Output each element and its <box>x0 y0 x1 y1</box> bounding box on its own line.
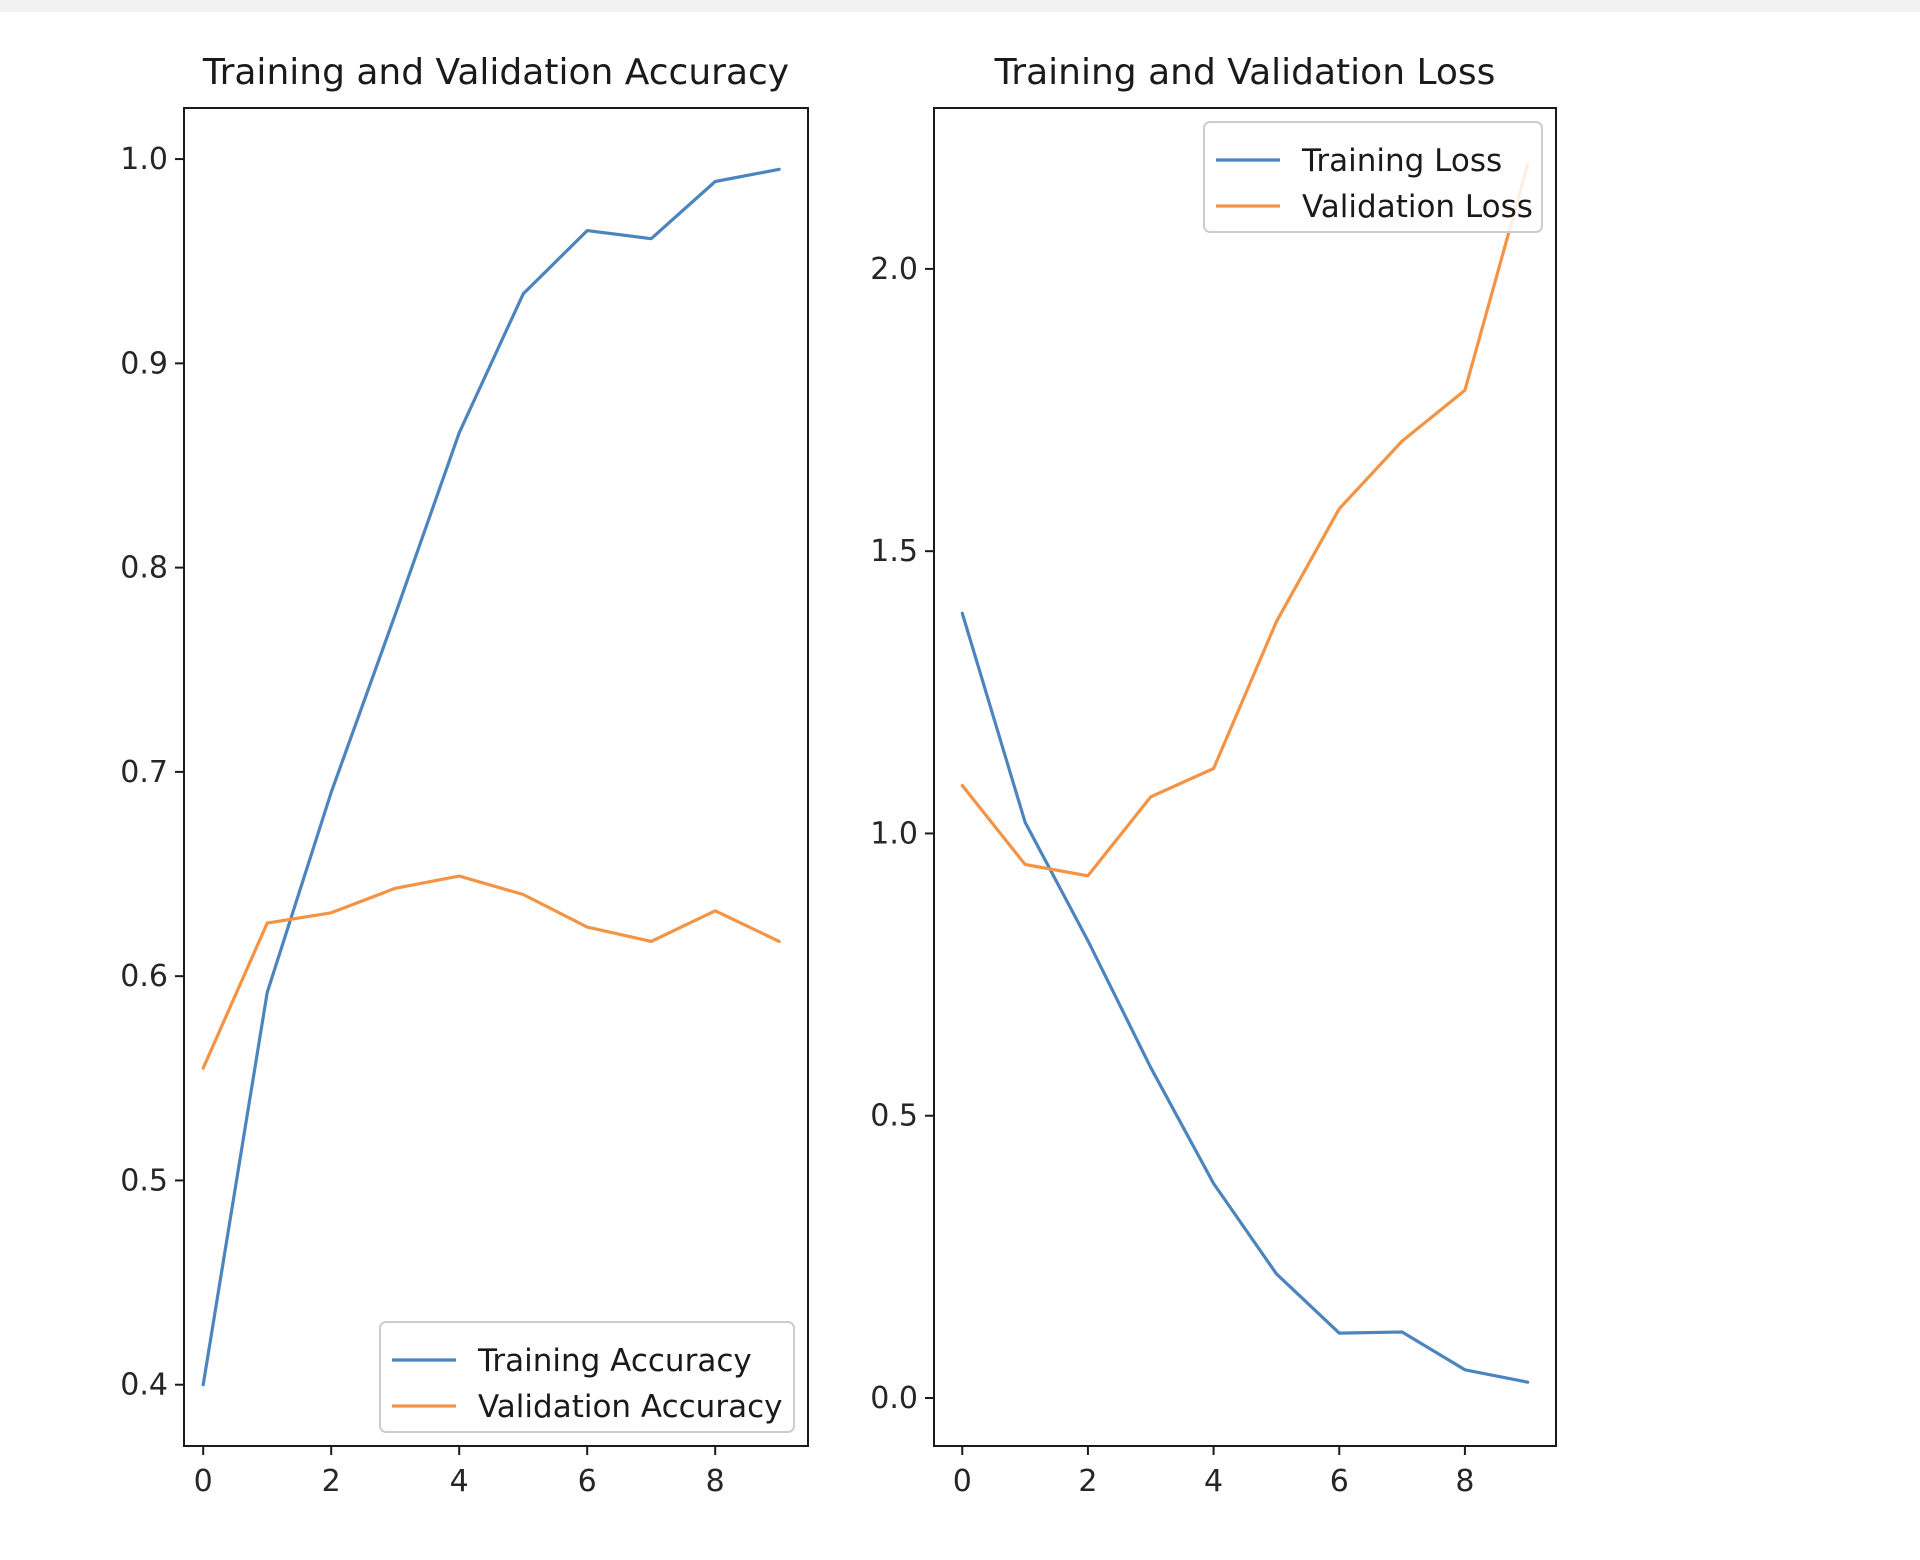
accuracy-y-tick-label: 0.7 <box>120 755 168 790</box>
loss-y-tick-label: 1.5 <box>870 534 918 569</box>
accuracy-x-tick-label: 4 <box>450 1464 469 1499</box>
loss-x-tick-label: 8 <box>1455 1464 1474 1499</box>
accuracy-axes-frame <box>183 107 809 1447</box>
accuracy-y-tick-label: 1.0 <box>120 142 168 177</box>
loss-x-tick-label: 0 <box>953 1464 972 1499</box>
accuracy-y-tick-label: 0.4 <box>120 1368 168 1403</box>
accuracy-y-tick-label: 0.5 <box>120 1163 168 1198</box>
loss-x-tick-label: 2 <box>1078 1464 1097 1499</box>
accuracy-legend-box <box>379 1321 795 1433</box>
accuracy-x-tick-label: 6 <box>578 1464 597 1499</box>
series-line-training-accuracy <box>201 167 781 1387</box>
accuracy-x-tick-label: 0 <box>194 1464 213 1499</box>
accuracy-plot-lines <box>201 167 781 1387</box>
accuracy-x-ticks: 0 2 4 6 8 <box>194 1446 725 1499</box>
loss-y-tick-label: 1.0 <box>870 816 918 851</box>
loss-axes-frame <box>933 107 1557 1447</box>
accuracy-y-tick-label: 0.6 <box>120 959 168 994</box>
accuracy-y-ticks: 0.4 0.5 0.6 0.7 0.8 0.9 1.0 <box>120 142 184 1403</box>
legend-label-validation-accuracy: Validation Accuracy <box>478 1389 782 1425</box>
accuracy-x-tick-label: 2 <box>322 1464 341 1499</box>
loss-x-ticks: 0 2 4 6 8 <box>953 1446 1474 1499</box>
series-line-training-loss <box>960 611 1530 1384</box>
top-strip <box>0 0 1920 12</box>
legend-label-training-accuracy: Training Accuracy <box>477 1343 752 1379</box>
loss-y-ticks: 0.0 0.5 1.0 1.5 2.0 <box>870 252 934 1416</box>
series-line-validation-loss <box>960 162 1530 878</box>
legend-label-validation-loss: Validation Loss <box>1302 189 1533 225</box>
loss-x-tick-label: 6 <box>1330 1464 1349 1499</box>
accuracy-x-tick-label: 8 <box>706 1464 725 1499</box>
loss-chart-title: Training and Validation Loss <box>994 52 1496 93</box>
accuracy-chart: Training and Validation Accuracy 0 2 4 6 8 0… <box>120 52 809 1499</box>
series-line-validation-accuracy <box>201 874 781 1070</box>
loss-x-tick-label: 4 <box>1204 1464 1223 1499</box>
accuracy-y-tick-label: 0.9 <box>120 346 168 381</box>
accuracy-y-tick-label: 0.8 <box>120 551 168 586</box>
loss-y-tick-label: 0.5 <box>870 1099 918 1134</box>
accuracy-legend: Training Accuracy Validation Accuracy <box>379 1321 795 1433</box>
loss-legend: Training Loss Validation Loss <box>1203 121 1543 233</box>
loss-legend-box <box>1203 121 1543 233</box>
loss-y-tick-label: 0.0 <box>870 1381 918 1416</box>
legend-label-training-loss: Training Loss <box>1301 143 1502 179</box>
loss-y-tick-label: 2.0 <box>870 252 918 287</box>
accuracy-chart-title: Training and Validation Accuracy <box>202 52 789 93</box>
loss-plot-lines <box>960 162 1530 1384</box>
